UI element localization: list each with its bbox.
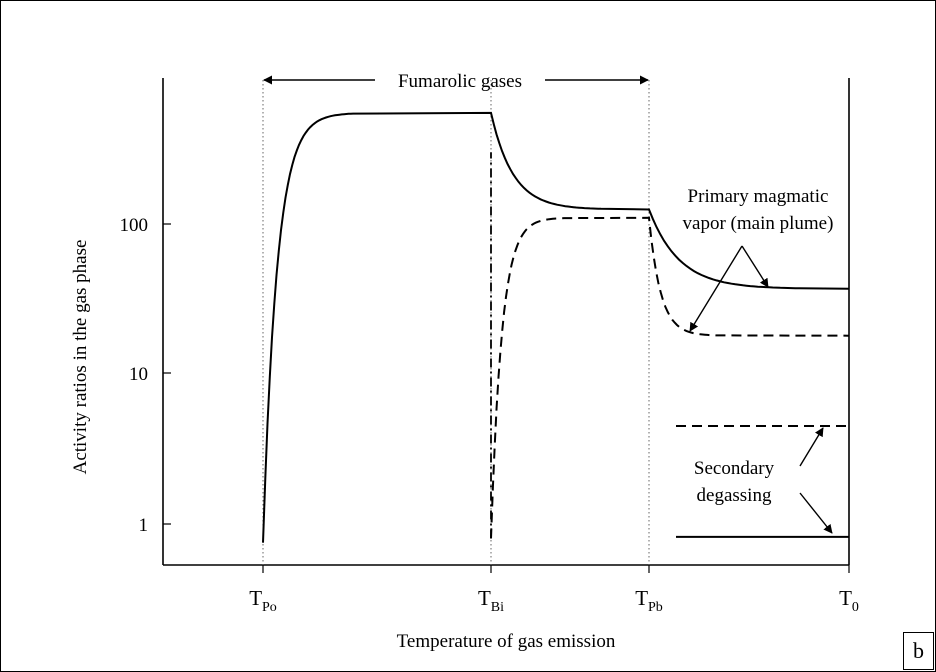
y-tick-label-100: 100 — [120, 215, 149, 236]
series-dashed-main — [490, 216, 850, 539]
primary-arrow-dashed — [689, 245, 743, 332]
y-axis-label: Activity ratios in the gas phase — [70, 240, 91, 475]
series-solid-main — [262, 111, 850, 543]
x-tick-label-po: TPo — [249, 586, 277, 615]
secondary-arrow-dashed — [799, 427, 824, 467]
primary-label-line1: Primary magmatic — [688, 186, 829, 207]
x-tick-label-t0: T0 — [839, 586, 859, 615]
y-tick-label-10: 10 — [129, 364, 148, 385]
x-tick-label-bi: TBi — [478, 586, 504, 615]
primary-label-line2: vapor (main plume) — [683, 213, 834, 234]
panel-label: b — [903, 632, 934, 670]
primary-arrow-solid — [741, 245, 769, 288]
guide-lines — [262, 80, 650, 565]
x-ticks — [262, 565, 850, 573]
secondary-label-line1: Secondary — [694, 458, 775, 479]
secondary-arrow-solid — [799, 492, 833, 534]
secondary-label-line2: degassing — [697, 485, 772, 506]
fumarolic-label: Fumarolic gases — [398, 71, 522, 92]
x-axis-label: Temperature of gas emission — [397, 631, 616, 652]
x-tick-label-pb: TPb — [635, 586, 663, 615]
y-tick-label-1: 1 — [139, 515, 149, 536]
